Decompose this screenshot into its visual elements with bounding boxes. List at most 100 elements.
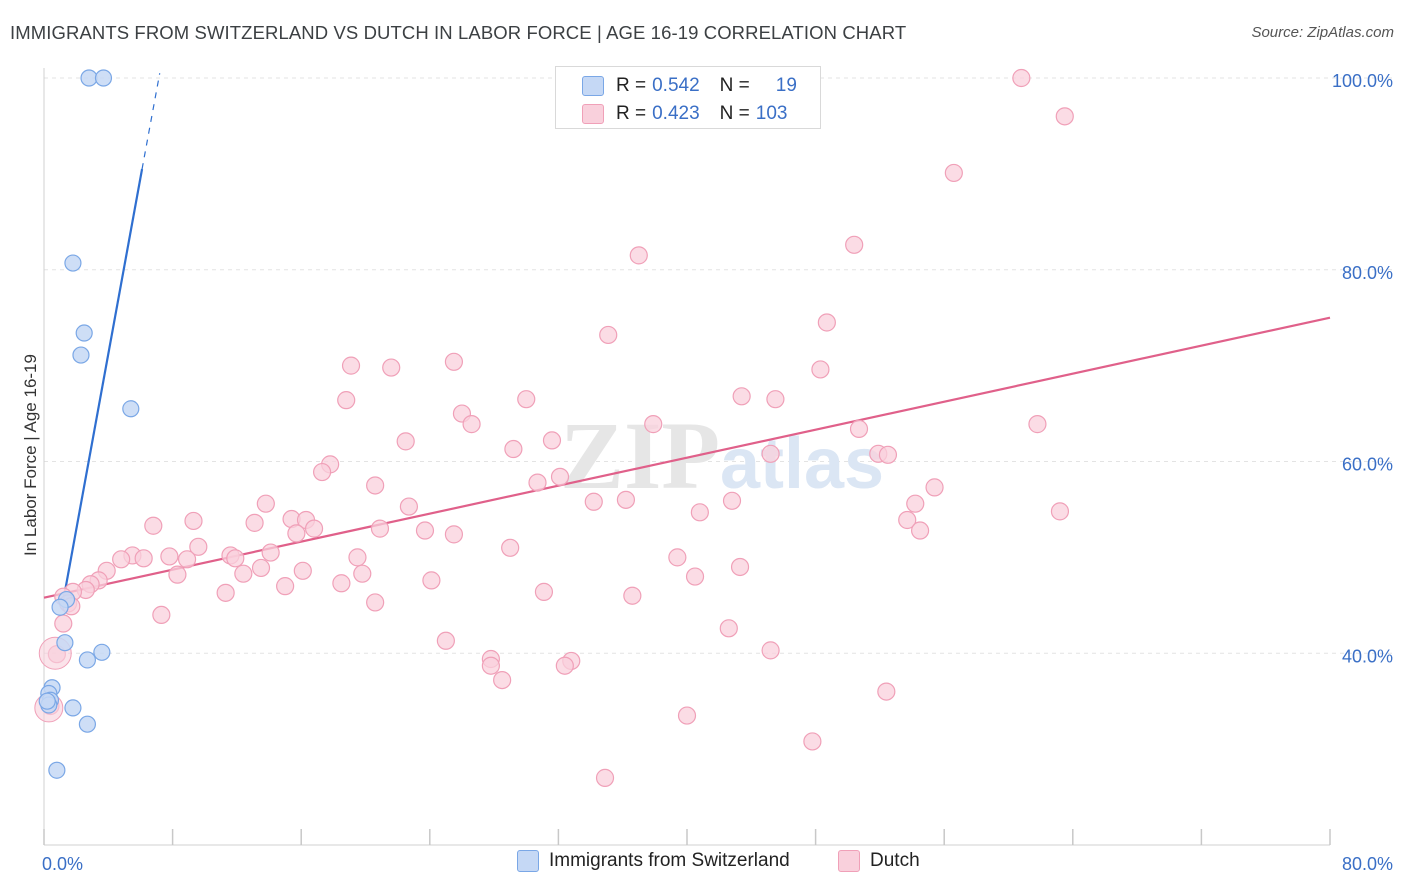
data-point-dutch (168, 565, 187, 584)
legend-r-value: 0.542 (652, 75, 700, 96)
data-point-dutch (555, 656, 574, 675)
data-point-dutch (542, 431, 562, 450)
data-point-dutch (396, 432, 415, 451)
data-point-dutch (422, 571, 441, 590)
data-point-dutch (595, 768, 615, 787)
data-point-dutch (690, 503, 709, 522)
data-point-dutch (528, 473, 547, 492)
bottom-legend-switzerland: Immigrants from Switzerland (517, 850, 790, 872)
data-point-dutch (353, 564, 372, 583)
data-point-dutch (304, 519, 324, 538)
correlation-legend: R = 0.542 N = 19 R = 0.423 N = 103 (555, 66, 821, 129)
data-point-dutch (444, 525, 464, 544)
data-point-dutch (501, 538, 520, 557)
data-point-dutch (256, 494, 275, 513)
data-point-dutch (1050, 502, 1070, 521)
data-point-dutch (845, 235, 864, 254)
bottom-legend-dutch: Dutch (838, 850, 920, 872)
x-tick-label: 0.0% (42, 854, 83, 874)
watermark: ZIP atlas (560, 402, 884, 509)
data-point-switzerland (64, 254, 82, 272)
data-point-switzerland (75, 324, 93, 342)
y-tick-label: 40.0% (1342, 646, 1393, 666)
trendline-dutch (43, 316, 1331, 599)
legend-r-label: R = (616, 75, 647, 96)
data-point-switzerland (80, 69, 98, 87)
data-point-dutch (817, 313, 836, 332)
data-point-dutch (366, 593, 385, 612)
data-point-dutch (184, 511, 203, 531)
y-tick-label: 60.0% (1342, 455, 1393, 475)
data-point-dutch (722, 491, 742, 510)
data-point-switzerland (51, 598, 69, 616)
bottom-legend-label-dutch: Dutch (870, 850, 920, 871)
data-point-dutch (134, 549, 153, 568)
data-point-dutch (668, 548, 687, 567)
legend-swatch-dutch (582, 104, 604, 124)
legend-row-switzerland: R = 0.542 N = 19 (582, 74, 797, 98)
data-point-dutch (803, 732, 822, 751)
legend-n-label: N = (719, 75, 750, 96)
bottom-legend-label-switzerland: Immigrants from Switzerland (549, 850, 790, 871)
data-point-dutch (616, 490, 636, 509)
data-points (34, 68, 1074, 787)
data-point-dutch (623, 586, 642, 605)
data-point-dutch (341, 356, 361, 375)
data-point-dutch (550, 467, 570, 486)
data-point-switzerland (94, 69, 113, 87)
data-point-dutch (925, 478, 944, 497)
data-point-dutch (276, 577, 295, 596)
data-point-dutch (366, 476, 385, 495)
data-point-switzerland (122, 400, 140, 418)
data-point-dutch (54, 614, 73, 633)
data-point-dutch (584, 492, 603, 511)
data-point-dutch (517, 390, 536, 409)
legend-row-dutch: R = 0.423 N = 103 (582, 102, 787, 126)
chart-source: Source: ZipAtlas.com (1251, 24, 1394, 41)
data-point-dutch (1055, 107, 1074, 126)
data-point-dutch (177, 550, 197, 569)
bottom-legend-swatch-dutch (838, 850, 860, 872)
bottom-legend-swatch-switzerland (517, 850, 539, 872)
data-point-dutch (1028, 415, 1047, 434)
data-point-dutch (685, 567, 705, 586)
data-point-dutch (898, 510, 917, 530)
data-point-switzerland (78, 651, 97, 669)
data-point-dutch (399, 497, 419, 516)
data-point-switzerland (72, 346, 90, 364)
tick-labels: 40.0% 60.0% 80.0% 100.0% 0.0% 80.0% (42, 71, 1393, 874)
trendlines (43, 73, 1331, 601)
data-point-dutch (493, 670, 512, 690)
data-point-dutch (293, 561, 312, 580)
data-point-dutch (732, 387, 751, 406)
data-point-switzerland (56, 634, 74, 652)
data-point-dutch (370, 519, 390, 538)
legend-n-value: 19 (775, 75, 797, 96)
data-point-dutch (312, 462, 332, 482)
data-point-dutch (226, 549, 245, 568)
axes (43, 68, 1331, 846)
data-point-switzerland (93, 643, 111, 661)
data-point-switzerland (48, 761, 66, 779)
data-point-dutch (944, 163, 963, 183)
legend-swatch-switzerland (582, 76, 604, 96)
chart-title: IMMIGRANTS FROM SWITZERLAND VS DUTCH IN … (10, 22, 907, 43)
data-point-dutch (761, 641, 780, 660)
data-point-dutch (382, 358, 401, 377)
legend-n-label: N = (719, 103, 750, 124)
data-point-dutch (216, 583, 235, 602)
data-point-dutch (160, 547, 179, 566)
data-point-dutch (1012, 68, 1031, 88)
data-point-dutch (444, 352, 464, 371)
trendline-switzerland-extension (141, 73, 161, 170)
data-point-dutch (251, 558, 271, 578)
data-point-switzerland (38, 692, 56, 710)
data-point-dutch (462, 415, 481, 434)
data-point-dutch (910, 521, 930, 540)
data-point-dutch (332, 574, 351, 593)
data-point-dutch (766, 390, 785, 409)
data-point-dutch (112, 550, 131, 569)
data-point-dutch (504, 439, 523, 459)
data-point-dutch (234, 564, 253, 583)
legend-r-value: 0.423 (652, 103, 700, 124)
